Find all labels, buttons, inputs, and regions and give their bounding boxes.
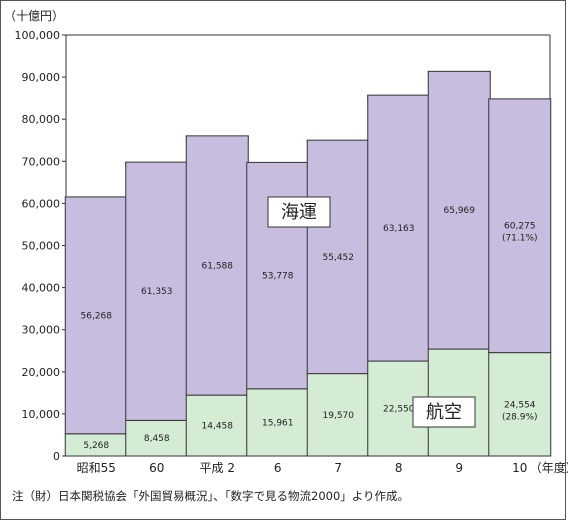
bar-sea: [427, 70, 491, 350]
source-note: 注（財）日本関税協会「外国貿易概況」、「数字で見る物流2000」より作成。: [12, 489, 410, 503]
data-label-sea: 53,778: [262, 272, 294, 282]
x-tick-label: 平成 2: [200, 461, 235, 475]
data-label-air: 24,554: [504, 400, 536, 410]
y-tick-label: 20,000: [22, 366, 61, 379]
y-tick-label: 30,000: [22, 324, 61, 337]
bar-air: [488, 352, 552, 457]
data-label-air: 15,961: [262, 418, 294, 428]
bar-sea: [64, 196, 128, 435]
y-tick-label: 50,000: [22, 240, 61, 253]
bar-sea: [488, 98, 552, 354]
series-label-sea: 海運: [281, 202, 317, 223]
y-tick-label: 10,000: [22, 408, 61, 421]
x-tick-label: 10: [512, 461, 527, 475]
data-label-sea: 61,353: [141, 287, 173, 297]
x-tick-label: 昭和55: [77, 461, 116, 475]
bar-sea: [367, 94, 431, 362]
x-tick-label: 60: [149, 461, 164, 475]
y-tick-label: 40,000: [22, 282, 61, 295]
y-unit-label: （十億円）: [4, 9, 64, 23]
bar-air: [185, 394, 249, 457]
share-label-air: (28.9%): [502, 412, 538, 422]
y-tick-label: 80,000: [22, 113, 61, 126]
share-label-sea: (71.1%): [502, 234, 538, 244]
x-tick-label: 8: [395, 461, 403, 475]
data-label-sea: 60,275: [504, 222, 536, 232]
data-label-sea: 56,268: [81, 311, 113, 321]
x-tick-label: 9: [455, 461, 463, 475]
series-label-air-box: [412, 396, 476, 428]
y-tick-label: 0: [53, 450, 60, 463]
series-label-air: 航空: [426, 402, 462, 423]
data-label-sea: 61,588: [202, 261, 234, 271]
data-label-sea: 55,452: [323, 253, 355, 263]
data-label-air: 14,458: [202, 422, 234, 432]
x-axis-suffix-label: （年度）: [530, 460, 568, 475]
data-label-air: 22,550: [383, 405, 415, 415]
data-label-air: 5,268: [83, 441, 109, 451]
y-tick-label: 70,000: [22, 155, 61, 168]
data-label-sea: 63,163: [383, 224, 415, 234]
data-label-air: 8,458: [144, 434, 170, 444]
y-tick-label: 60,000: [22, 197, 61, 210]
data-label-sea: 65,969: [444, 206, 476, 216]
x-tick-label: 7: [334, 461, 342, 475]
x-tick-label: 6: [274, 461, 282, 475]
bar-sea: [125, 161, 189, 421]
data-label-air: 19,570: [323, 411, 355, 421]
bar-sea: [185, 135, 249, 396]
y-tick-label: 90,000: [22, 71, 61, 84]
series-label-sea-box: [267, 196, 331, 228]
bar-air: [246, 388, 310, 457]
y-tick-label: 100,000: [15, 29, 61, 42]
